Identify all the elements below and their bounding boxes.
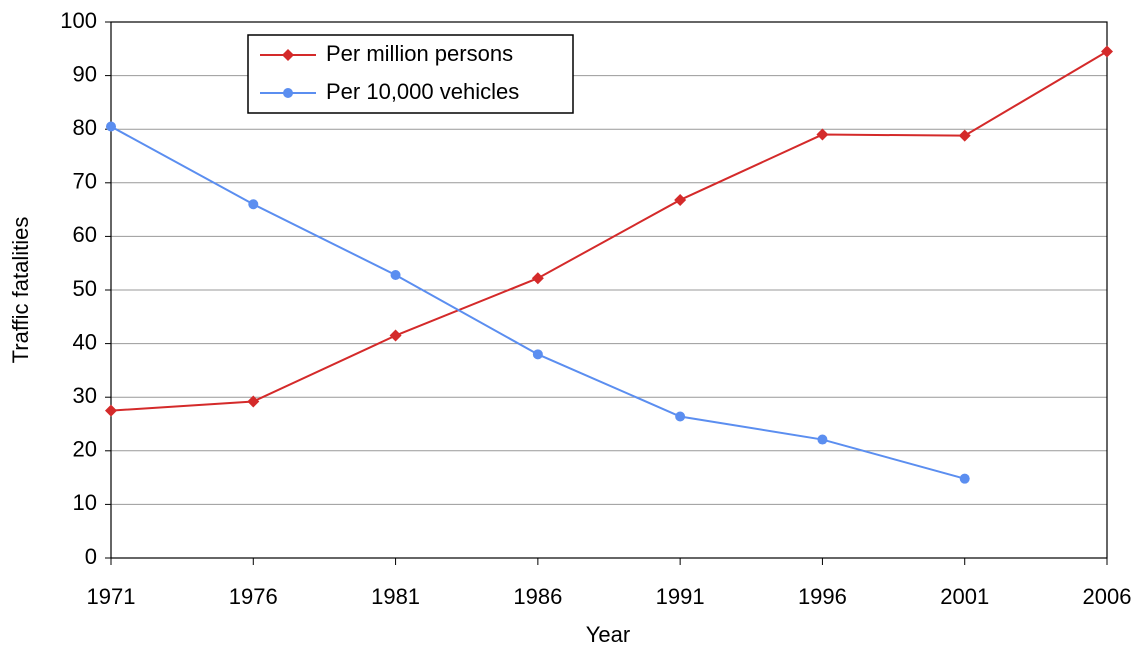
legend-label: Per 10,000 vehicles — [326, 79, 519, 104]
y-tick-label: 50 — [73, 276, 97, 301]
y-tick-label: 100 — [60, 8, 97, 33]
plot-frame — [110, 21, 1108, 559]
x-tick-label: 1996 — [798, 584, 847, 609]
marker — [958, 129, 971, 142]
marker — [105, 404, 117, 417]
series-line — [110, 125, 965, 480]
y-tick-label: 90 — [73, 61, 97, 86]
marker — [389, 329, 402, 342]
marker — [390, 269, 401, 280]
y-axis-title: Traffic fatalities — [8, 217, 33, 364]
legend-marker — [282, 49, 294, 61]
y-tick-label: 0 — [85, 544, 97, 569]
marker — [106, 121, 116, 132]
marker — [675, 411, 686, 422]
x-axis-title: Year — [586, 622, 630, 647]
x-tick-label: 1986 — [513, 584, 562, 609]
x-tick-label: 1976 — [229, 584, 278, 609]
marker — [817, 434, 828, 445]
marker — [532, 349, 543, 360]
y-tick-label: 30 — [73, 383, 97, 408]
x-tick-label: 2006 — [1083, 584, 1132, 609]
legend: Per million persons Per 10,000 vehicles — [247, 34, 574, 114]
marker — [959, 473, 970, 484]
x-tick-label: 2001 — [940, 584, 989, 609]
y-tick-label: 20 — [73, 437, 97, 462]
marker — [531, 272, 544, 285]
x-tick-label: 1971 — [87, 584, 136, 609]
y-tick-label: 40 — [73, 329, 97, 354]
legend-marker — [283, 88, 293, 98]
legend-box — [247, 34, 574, 114]
marker — [248, 199, 259, 210]
y-tick-label: 10 — [73, 490, 97, 515]
y-tick-label: 60 — [73, 222, 97, 247]
x-tick-label: 1981 — [371, 584, 420, 609]
legend-label: Per million persons — [326, 41, 513, 66]
y-tick-label: 80 — [73, 115, 97, 140]
series-line — [110, 50, 1108, 412]
marker — [816, 128, 829, 141]
x-tick-label: 1991 — [656, 584, 705, 609]
marker — [247, 395, 260, 408]
y-tick-label: 70 — [73, 169, 97, 194]
marker — [1101, 45, 1113, 58]
marker — [674, 193, 687, 206]
